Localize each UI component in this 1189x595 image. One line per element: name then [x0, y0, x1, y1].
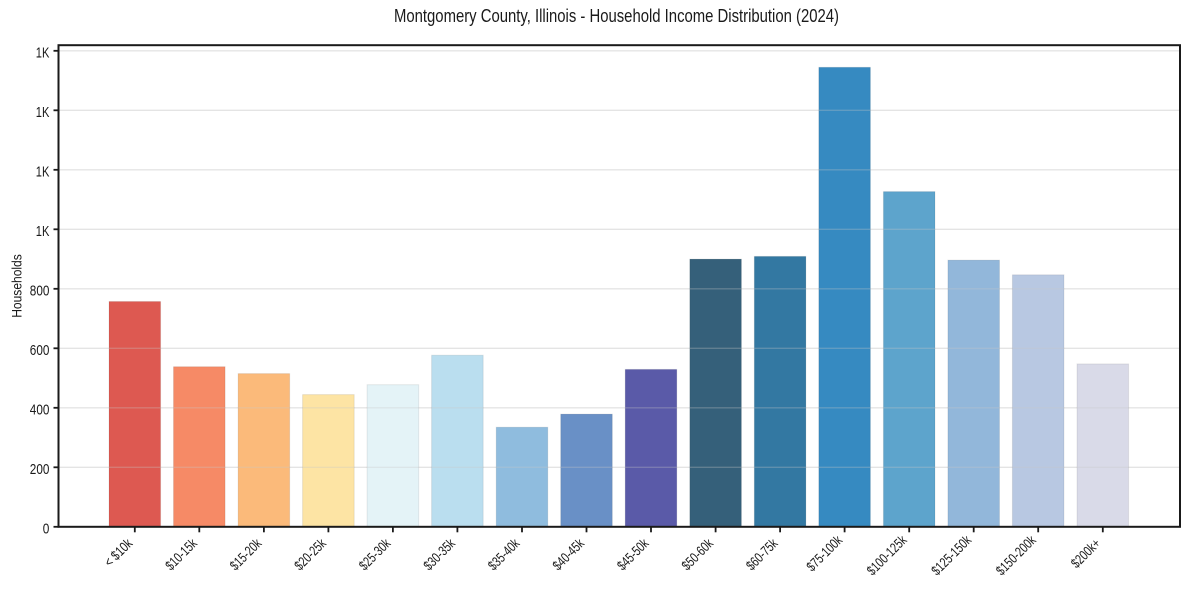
svg-text:1K: 1K [36, 105, 50, 121]
svg-text:400: 400 [30, 402, 50, 418]
svg-text:200: 200 [30, 462, 50, 478]
svg-text:0: 0 [43, 521, 50, 537]
svg-text:1K: 1K [36, 45, 50, 61]
svg-text:600: 600 [30, 343, 50, 359]
svg-text:Montgomery County, Illinois -: Montgomery County, Illinois - Household … [394, 5, 839, 26]
svg-text:1K: 1K [36, 224, 50, 240]
svg-text:800: 800 [30, 283, 50, 299]
svg-text:Households: Households [9, 254, 25, 318]
svg-text:1K: 1K [36, 164, 50, 180]
